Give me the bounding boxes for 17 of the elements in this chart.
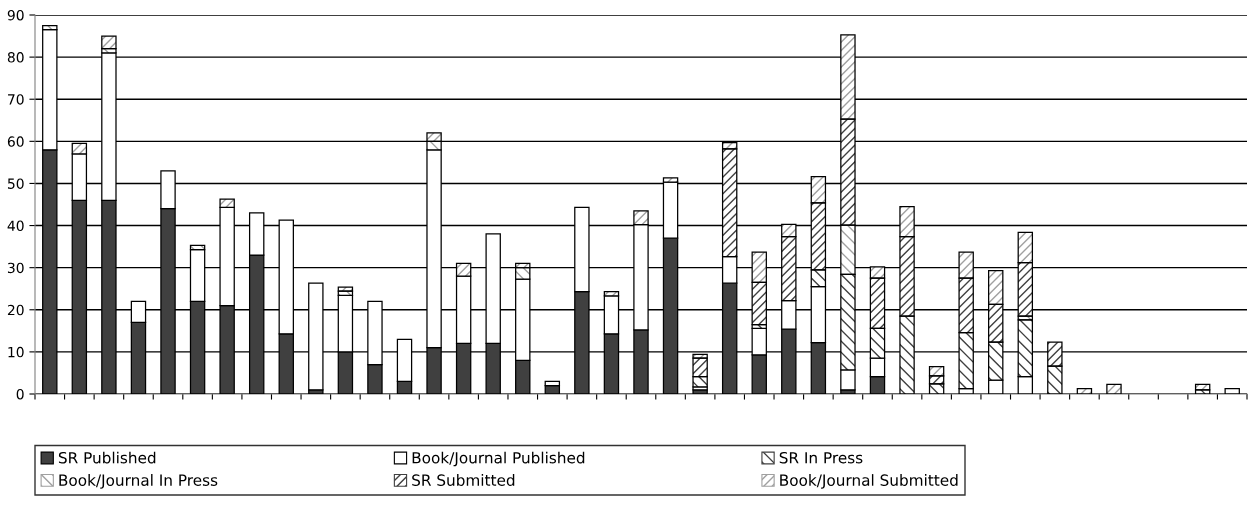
- y-tick-label: 10: [8, 346, 24, 358]
- y-tick-label: 60: [7, 136, 24, 147]
- legend-label: Book/Journal Published: [412, 451, 585, 467]
- bar: [1224, 387, 1240, 394]
- y-tick-label: 70: [8, 94, 24, 105]
- y-tick-label: 20: [7, 304, 24, 316]
- legend-label: Book/Journal Submitted: [780, 474, 958, 489]
- legend-label: SR In Press: [779, 451, 863, 464]
- y-tick-label: 90: [7, 9, 24, 21]
- y-tick-label: 80: [7, 52, 24, 63]
- y-tick-label: 0: [16, 388, 24, 400]
- y-tick-label: 50: [7, 178, 24, 189]
- legend-label: Book/Journal In Press: [59, 474, 218, 489]
- y-tick-label: 40: [7, 220, 24, 232]
- y-tick-label: 30: [7, 262, 24, 274]
- legend-label: SR Published: [58, 451, 156, 464]
- legend-label: SR Submitted: [412, 474, 515, 486]
